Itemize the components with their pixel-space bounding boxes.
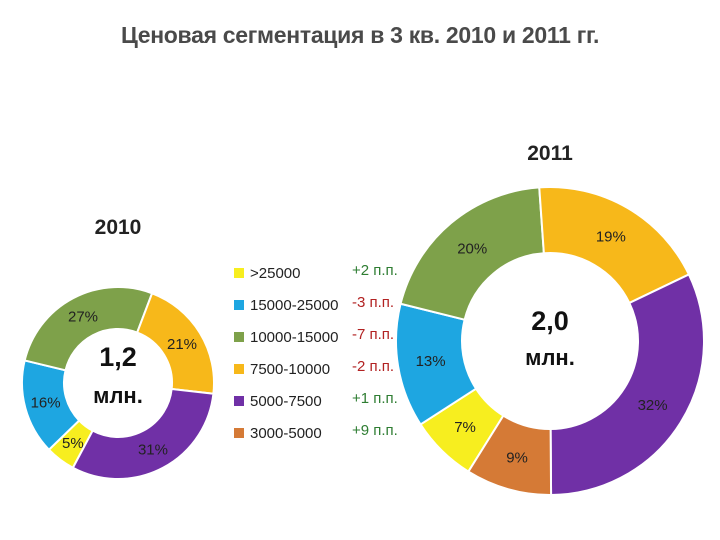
legend-label-over-25000: >25000 [250,265,300,282]
legend-delta-3000-5000: +9 п.п. [352,422,398,439]
legend-delta-15000-25000: -3 п.п. [352,294,394,311]
chart-2010-slice-10000-15000 [23,286,154,372]
legend-delta-10000-15000: -7 п.п. [352,326,394,343]
legend-swatch-7500-10000 [234,364,244,374]
chart-2011-label-15000-25000: 13% [416,353,446,370]
chart-2010-slice-5000-7500 [71,387,215,480]
legend-label-7500-10000: 7500-10000 [250,361,330,378]
chart-2010-center-unit: млн. [93,383,143,408]
legend-label-5000-7500: 5000-7500 [250,393,322,410]
chart-2010-label-15000-25000: 16% [31,395,61,412]
legend-swatch-10000-15000 [234,332,244,342]
chart-2010-label-5000-7500: 31% [138,441,168,458]
chart-2010-year-label: 2010 [95,216,142,239]
legend-swatch-3000-5000 [234,428,244,438]
chart-2011-label-10000-15000: 20% [457,240,487,257]
legend-swatch-over-25000 [234,268,244,278]
legend-label-3000-5000: 3000-5000 [250,425,322,442]
legend-swatch-5000-7500 [234,396,244,406]
chart-2011-slice-3000-5000 [467,414,553,496]
legend-label-15000-25000: 15000-25000 [250,297,338,314]
chart-2011-center-unit: млн. [525,345,575,370]
legend-swatch-15000-25000 [234,300,244,310]
chart-2011-label-over-25000: 7% [454,419,476,436]
chart-2010-label-7500-10000: 21% [167,336,197,353]
chart-2011-label-3000-5000: 9% [506,449,528,466]
chart-2010-center-value: 1,2 [99,342,137,372]
chart-2010-label-10000-15000: 27% [68,309,98,326]
chart-2011-label-5000-7500: 32% [638,397,668,414]
legend-delta-5000-7500: +1 п.п. [352,390,398,407]
chart-2011-year-label: 2011 [527,142,573,165]
legend-label-10000-15000: 10000-15000 [250,329,338,346]
chart-2011-label-7500-10000: 19% [596,228,626,245]
legend-delta-over-25000: +2 п.п. [352,262,398,279]
chart-2011-center-value: 2,0 [531,306,569,336]
legend-delta-7500-10000: -2 п.п. [352,358,394,375]
chart-2011-slice-5000-7500 [549,273,705,497]
chart-title: Ценовая сегментация в 3 кв. 2010 и 2011 … [120,22,600,48]
chart-2010-label-over-25000: 5% [62,435,84,452]
